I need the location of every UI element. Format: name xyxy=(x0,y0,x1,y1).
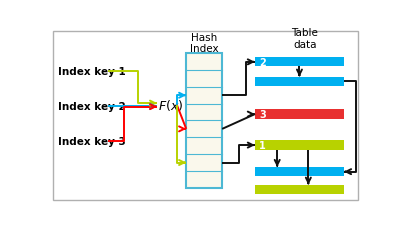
FancyBboxPatch shape xyxy=(255,141,344,150)
Text: $F(x)$: $F(x)$ xyxy=(158,98,183,113)
FancyBboxPatch shape xyxy=(255,110,344,119)
Text: Hash
Index: Hash Index xyxy=(190,33,219,54)
Text: 3: 3 xyxy=(260,110,266,120)
Text: Table
data: Table data xyxy=(291,28,318,50)
FancyBboxPatch shape xyxy=(255,167,344,177)
Text: 2: 2 xyxy=(260,57,266,68)
FancyBboxPatch shape xyxy=(186,54,222,188)
FancyBboxPatch shape xyxy=(54,32,358,200)
Text: Index key 1: Index key 1 xyxy=(58,67,126,76)
FancyBboxPatch shape xyxy=(255,58,344,67)
FancyBboxPatch shape xyxy=(255,77,344,87)
Text: Index key 2: Index key 2 xyxy=(58,102,126,112)
Text: Index key 3: Index key 3 xyxy=(58,136,126,146)
Text: 1: 1 xyxy=(260,140,266,150)
FancyBboxPatch shape xyxy=(255,185,344,194)
